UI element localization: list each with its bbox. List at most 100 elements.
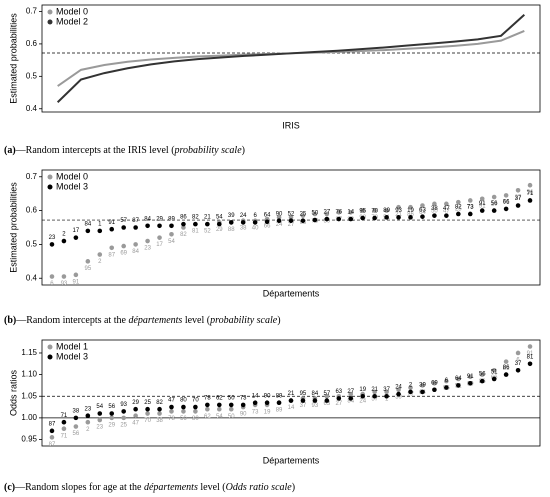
point-label: 6 — [253, 213, 257, 219]
point — [264, 400, 270, 406]
point — [515, 203, 521, 208]
point-label: 24 — [240, 213, 247, 219]
point — [348, 209, 354, 215]
point — [169, 404, 174, 410]
point — [467, 198, 473, 203]
point — [515, 187, 521, 193]
point — [288, 218, 294, 224]
legend-label: Model 3 — [56, 181, 88, 191]
point — [384, 389, 389, 395]
point — [228, 406, 234, 412]
point-label: 52 — [204, 229, 211, 235]
point-label: 21 — [395, 212, 402, 218]
point-label: 84 — [312, 391, 319, 397]
point — [348, 391, 354, 397]
legend-marker — [47, 19, 53, 25]
point — [372, 389, 377, 395]
point — [97, 411, 103, 416]
point — [61, 238, 67, 244]
point-label: 84 — [132, 249, 139, 255]
point — [336, 396, 342, 401]
point — [264, 219, 270, 225]
point — [312, 211, 318, 217]
point — [384, 215, 389, 220]
point — [527, 344, 533, 349]
point-label: 71 — [61, 413, 68, 419]
point — [408, 385, 413, 390]
point — [432, 213, 437, 218]
point-label: 57 — [324, 391, 331, 397]
point-label: 25 — [144, 400, 151, 406]
point-label: 23 — [84, 406, 91, 412]
point — [133, 225, 138, 230]
point-label: 2 — [62, 232, 66, 238]
point-label: 80 — [180, 398, 187, 404]
legend-label: Model 0 — [56, 171, 88, 181]
point — [324, 398, 330, 403]
point-label: 27 — [288, 222, 295, 228]
point-label: 17 — [73, 228, 80, 234]
point-label: 54 — [216, 414, 223, 420]
point-label: 80 — [192, 416, 199, 422]
point-label: 2 — [409, 382, 413, 388]
point — [181, 409, 186, 414]
point — [145, 406, 150, 412]
point — [336, 209, 342, 215]
point — [109, 411, 115, 416]
point-label: 24 — [276, 222, 283, 228]
point — [216, 406, 222, 412]
point — [85, 413, 91, 419]
point — [61, 419, 67, 425]
point — [456, 211, 461, 217]
y-tick-label: 0.95 — [21, 435, 37, 444]
point — [479, 372, 485, 377]
y-tick-label: 0.5 — [26, 71, 38, 80]
point — [527, 361, 533, 367]
point — [49, 435, 55, 440]
point-label: 73 — [467, 205, 474, 211]
caption-text: probability scale — [209, 315, 278, 326]
point-label: 39 — [228, 213, 235, 219]
caption-text: probability scale — [174, 145, 243, 156]
y-tick-label: 1.15 — [21, 348, 37, 357]
plot-frame — [41, 4, 541, 113]
y-tick-label: 0.4 — [26, 273, 38, 282]
point-label: 23 — [144, 246, 151, 252]
point-label: 17 — [156, 242, 163, 248]
point — [408, 204, 413, 210]
point-label: 88 — [228, 227, 235, 233]
point — [527, 182, 533, 188]
point — [61, 274, 67, 279]
point-label: 95 — [84, 266, 91, 272]
point — [503, 193, 509, 198]
point — [300, 398, 306, 403]
point — [420, 383, 425, 388]
caption-text: level ( — [182, 315, 210, 326]
point-label: 24 — [395, 385, 402, 391]
point-label: 89 — [276, 407, 283, 413]
point-label: 87 — [108, 252, 115, 258]
point-label: 91 — [527, 351, 534, 357]
point-label: 37 — [515, 196, 522, 202]
point — [408, 389, 413, 395]
point-label: 89 — [383, 208, 390, 214]
point-label: 38 — [431, 206, 438, 212]
point-label: 86 — [407, 212, 414, 218]
point — [145, 411, 150, 416]
point-label: 56 — [108, 404, 115, 410]
point-label: 19 — [359, 387, 366, 393]
point-label: 66 — [264, 224, 271, 230]
x-axis-label: Départements — [263, 288, 320, 298]
point — [61, 426, 67, 431]
point — [121, 415, 126, 421]
point — [479, 378, 485, 384]
y-tick-label: 1.05 — [21, 391, 37, 400]
point — [276, 400, 282, 406]
point-label: 93 — [395, 208, 402, 214]
point-label: 64 — [455, 376, 462, 382]
point — [121, 243, 126, 249]
point — [491, 194, 497, 200]
point-label: 84 — [347, 399, 354, 405]
point-label: 76 — [335, 210, 342, 216]
point-label: 62 — [216, 395, 223, 401]
